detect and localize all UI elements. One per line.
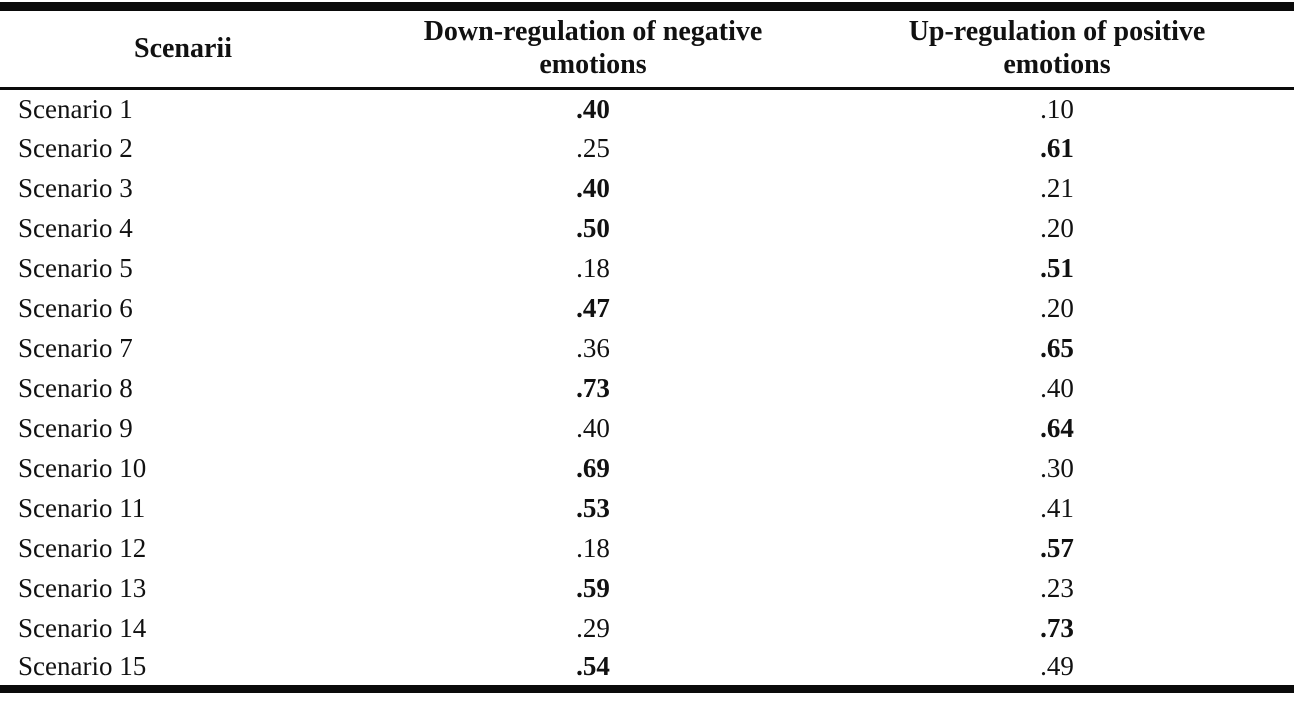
down-regulation-value: .40: [576, 93, 610, 124]
table-row: Scenario 9 .40 .64: [0, 409, 1294, 449]
column-header-scenarii-label: Scenarii: [134, 32, 232, 64]
scenario-label: Scenario 1: [18, 93, 133, 124]
scenario-label: Scenario 11: [18, 493, 146, 523]
down-regulation-value: .40: [576, 173, 610, 203]
scenario-label: Scenario 6: [18, 293, 133, 323]
table-row: Scenario 5 .18 .51: [0, 249, 1294, 289]
table-row: Scenario 3 .40 .21: [0, 169, 1294, 209]
down-regulation-value: .59: [576, 573, 610, 603]
scenario-label: Scenario 10: [18, 453, 147, 483]
up-regulation-value: .64: [1040, 413, 1074, 443]
table-row: Scenario 4 .50 .20: [0, 209, 1294, 249]
table-row: Scenario 10 .69 .30: [0, 449, 1294, 489]
down-regulation-value: .40: [576, 413, 610, 443]
scenario-label: Scenario 5: [18, 253, 133, 283]
down-regulation-value: .36: [576, 333, 610, 363]
table-row: Scenario 15 .54 .49: [0, 649, 1294, 689]
table-row: Scenario 2 .25 .61: [0, 129, 1294, 169]
scenario-label: Scenario 12: [18, 533, 147, 563]
down-regulation-value: .54: [576, 651, 610, 681]
up-regulation-value: .57: [1040, 533, 1074, 563]
column-header-up-regulation-label: Up-regulation of positive emotions: [908, 16, 1206, 80]
up-regulation-value: .65: [1040, 333, 1074, 363]
column-header-scenarii: Scenarii: [0, 6, 366, 90]
up-regulation-value: .51: [1040, 253, 1074, 283]
down-regulation-value: .69: [576, 453, 610, 483]
table-row: Scenario 13 .59 .23: [0, 569, 1294, 609]
scenario-label: Scenario 8: [18, 373, 133, 403]
up-regulation-value: .20: [1040, 213, 1074, 243]
table-row: Scenario 12 .18 .57: [0, 529, 1294, 569]
table-row: Scenario 11 .53 .41: [0, 489, 1294, 529]
table-row: Scenario 14 .29 .73: [0, 609, 1294, 649]
scenario-label: Scenario 7: [18, 333, 133, 363]
scenario-label: Scenario 14: [18, 613, 147, 643]
down-regulation-value: .18: [576, 533, 610, 563]
down-regulation-value: .25: [576, 133, 610, 163]
down-regulation-value: .18: [576, 253, 610, 283]
up-regulation-value: .49: [1040, 651, 1074, 681]
up-regulation-value: .73: [1040, 613, 1074, 643]
up-regulation-value: .21: [1040, 173, 1074, 203]
table-row: Scenario 1 .40 .10: [0, 89, 1294, 129]
up-regulation-value: .40: [1040, 373, 1074, 403]
table-header: Scenarii Down-regulation of negative emo…: [0, 6, 1294, 90]
up-regulation-value: .10: [1040, 93, 1074, 124]
down-regulation-value: .29: [576, 613, 610, 643]
scenario-label: Scenario 3: [18, 173, 133, 203]
table-row: Scenario 8 .73 .40: [0, 369, 1294, 409]
scenario-label: Scenario 2: [18, 133, 133, 163]
scenario-label: Scenario 13: [18, 573, 147, 603]
up-regulation-value: .20: [1040, 293, 1074, 323]
table-body: Scenario 1 .40 .10 Scenario 2 .25 .61 Sc…: [0, 89, 1294, 689]
column-header-down-regulation-label: Down-regulation of negative emotions: [423, 16, 763, 80]
scenario-label: Scenario 4: [18, 213, 133, 243]
down-regulation-value: .73: [576, 373, 610, 403]
down-regulation-value: .50: [576, 213, 610, 243]
table-header-row: Scenarii Down-regulation of negative emo…: [0, 6, 1294, 90]
up-regulation-value: .41: [1040, 493, 1074, 523]
scenario-label: Scenario 15: [18, 651, 147, 681]
column-header-down-regulation: Down-regulation of negative emotions: [366, 6, 820, 90]
table-row: Scenario 6 .47 .20: [0, 289, 1294, 329]
up-regulation-value: .61: [1040, 133, 1074, 163]
down-regulation-value: .47: [576, 293, 610, 323]
up-regulation-value: .23: [1040, 573, 1074, 603]
column-header-up-regulation: Up-regulation of positive emotions: [820, 6, 1294, 90]
table-row: Scenario 7 .36 .65: [0, 329, 1294, 369]
scenario-label: Scenario 9: [18, 413, 133, 443]
down-regulation-value: .53: [576, 493, 610, 523]
up-regulation-value: .30: [1040, 453, 1074, 483]
